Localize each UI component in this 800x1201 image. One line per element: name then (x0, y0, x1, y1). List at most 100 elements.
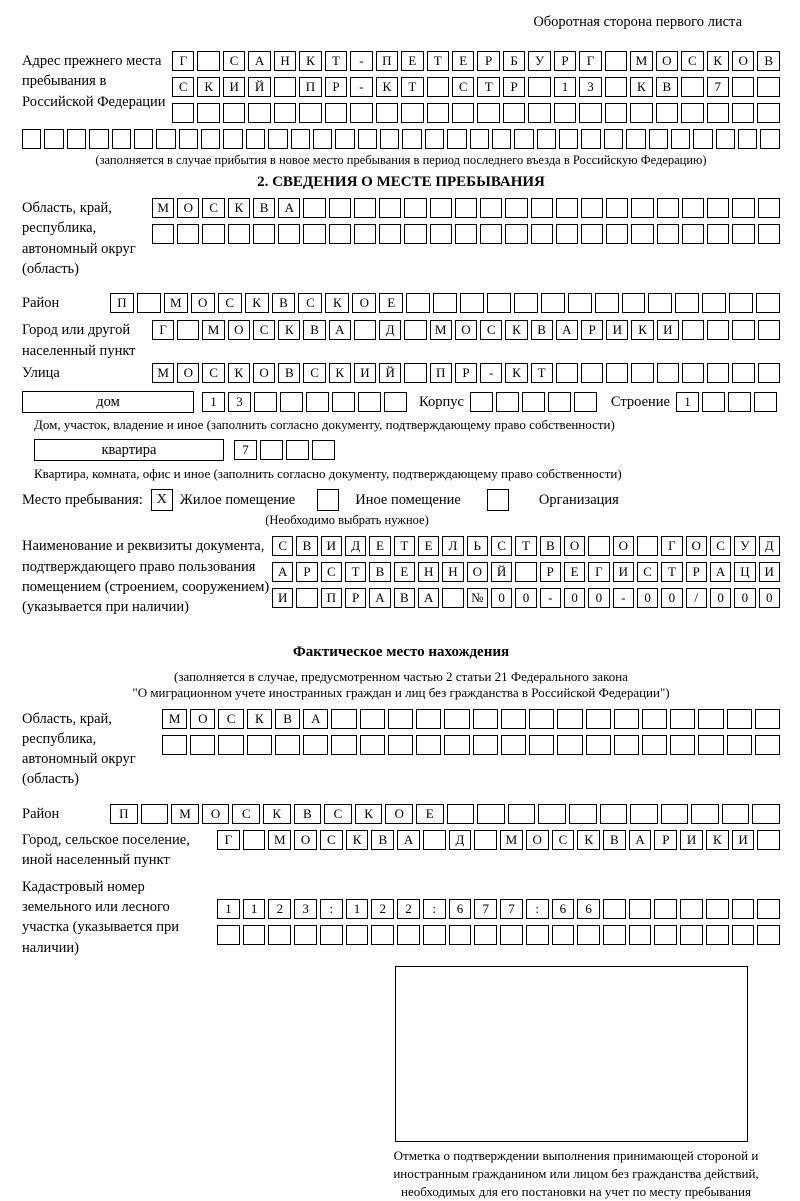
char-cell[interactable] (581, 129, 601, 149)
char-cell[interactable]: С (222, 51, 246, 71)
char-cell[interactable]: Р (553, 51, 577, 71)
char-cell[interactable]: К (354, 803, 383, 824)
char-cell[interactable]: О (525, 830, 549, 851)
char-cell[interactable]: И (606, 320, 629, 341)
char-cell[interactable]: : (525, 898, 549, 919)
char-cell[interactable] (472, 708, 498, 729)
char-cell[interactable] (353, 224, 377, 244)
char-cell[interactable]: Й (248, 77, 271, 97)
char-cell[interactable]: К (375, 77, 399, 97)
char-cell[interactable]: - (480, 363, 503, 384)
char-cell[interactable] (726, 734, 752, 755)
char-cell[interactable]: К (505, 363, 528, 384)
char-cell[interactable] (172, 103, 195, 123)
char-cell[interactable] (701, 392, 725, 413)
char-cell[interactable] (555, 198, 578, 218)
char-cell[interactable] (477, 803, 505, 824)
char-cell[interactable]: В (252, 198, 276, 218)
char-cell[interactable]: К (262, 803, 291, 824)
char-cell[interactable]: К (345, 830, 369, 851)
char-cell[interactable]: В (296, 536, 318, 557)
char-cell[interactable] (474, 924, 498, 945)
char-cell[interactable]: С (480, 320, 503, 341)
char-cell[interactable]: Т (344, 562, 367, 583)
char-cell[interactable]: К (328, 363, 351, 384)
char-cell[interactable] (707, 320, 730, 341)
char-cell[interactable] (444, 734, 470, 755)
char-cell[interactable]: В (274, 708, 301, 729)
char-cell[interactable] (754, 734, 781, 755)
char-cell[interactable]: : (422, 898, 446, 919)
char-cell[interactable]: Р (296, 562, 318, 583)
char-cell[interactable] (530, 198, 553, 218)
char-cell[interactable] (551, 924, 575, 945)
char-cell[interactable]: М (202, 320, 225, 341)
char-cell[interactable]: В (655, 77, 679, 97)
char-cell[interactable]: К (631, 320, 654, 341)
char-cell[interactable] (655, 103, 679, 123)
char-cell[interactable] (136, 293, 161, 314)
char-cell[interactable]: М (171, 803, 199, 824)
char-cell[interactable]: П (110, 803, 138, 824)
char-cell[interactable]: 0 (588, 588, 610, 609)
char-cell[interactable]: О (190, 293, 215, 314)
char-cell[interactable]: С (319, 830, 343, 851)
char-cell[interactable] (670, 734, 696, 755)
char-cell[interactable] (757, 898, 781, 919)
char-cell[interactable]: И (680, 830, 703, 851)
char-cell[interactable] (384, 392, 407, 413)
char-cell[interactable] (681, 198, 705, 218)
char-cell[interactable] (353, 320, 377, 341)
char-cell[interactable] (681, 103, 704, 123)
char-cell[interactable] (469, 129, 489, 149)
char-cell[interactable] (585, 708, 611, 729)
char-cell[interactable]: Е (417, 536, 440, 557)
char-cell[interactable] (358, 392, 381, 413)
char-cell[interactable]: С (232, 803, 260, 824)
char-cell[interactable]: Р (580, 320, 604, 341)
char-cell[interactable] (757, 320, 780, 341)
char-cell[interactable]: В (278, 363, 301, 384)
char-cell[interactable] (416, 734, 442, 755)
char-cell[interactable] (568, 803, 597, 824)
char-cell[interactable]: Р (324, 77, 348, 97)
char-cell[interactable] (603, 898, 626, 919)
char-cell[interactable]: Й (490, 562, 513, 583)
char-cell[interactable]: О (685, 536, 707, 557)
char-cell[interactable]: М (500, 830, 523, 851)
char-cell[interactable]: С (202, 363, 225, 384)
char-cell[interactable]: 0 (563, 588, 586, 609)
char-cell[interactable]: А (272, 562, 294, 583)
stay-residential-checkbox[interactable]: X (150, 489, 173, 512)
char-cell[interactable] (505, 198, 528, 218)
char-cell[interactable] (631, 198, 654, 218)
char-cell[interactable]: Р (454, 363, 478, 384)
char-cell[interactable]: И (320, 536, 342, 557)
char-cell[interactable]: 0 (490, 588, 513, 609)
char-cell[interactable] (480, 198, 503, 218)
char-cell[interactable] (630, 803, 658, 824)
char-cell[interactable] (178, 129, 198, 149)
char-cell[interactable]: О (177, 198, 200, 218)
char-cell[interactable]: С (303, 363, 326, 384)
char-cell[interactable]: 6 (577, 898, 601, 919)
char-cell[interactable]: О (454, 320, 478, 341)
char-cell[interactable]: 2 (371, 898, 395, 919)
char-cell[interactable] (319, 924, 343, 945)
char-cell[interactable] (162, 734, 188, 755)
char-cell[interactable]: С (218, 708, 244, 729)
char-cell[interactable]: 1 (675, 392, 699, 413)
char-cell[interactable] (731, 103, 755, 123)
char-cell[interactable] (245, 129, 266, 149)
char-cell[interactable]: 7 (234, 440, 257, 461)
char-cell[interactable] (294, 924, 317, 945)
char-cell[interactable] (402, 129, 422, 149)
char-cell[interactable] (757, 198, 780, 218)
char-cell[interactable] (290, 129, 310, 149)
char-cell[interactable] (416, 708, 442, 729)
char-cell[interactable] (580, 224, 604, 244)
char-cell[interactable]: М (630, 51, 653, 71)
char-cell[interactable]: № (466, 588, 488, 609)
char-cell[interactable] (380, 129, 400, 149)
char-cell[interactable] (190, 734, 216, 755)
